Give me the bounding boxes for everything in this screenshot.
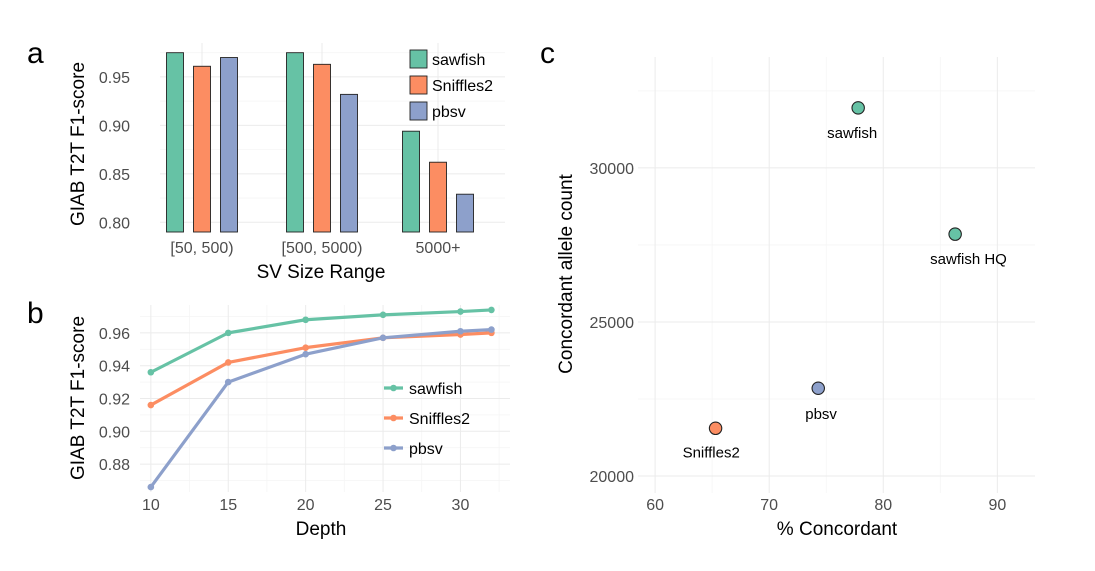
x-tick-label: 25 xyxy=(374,497,392,514)
y-tick-label: 0.80 xyxy=(99,215,130,232)
point-Sniffles2 xyxy=(147,401,155,409)
x-tick-label: 70 xyxy=(760,497,778,514)
point-sawfish xyxy=(851,101,865,115)
x-tick-label: 10 xyxy=(142,497,160,514)
y-tick-label: 25000 xyxy=(590,315,635,332)
bar-sawfish-0 xyxy=(166,52,184,233)
x-axis-title: SV Size Range xyxy=(257,262,386,283)
point-Sniffles2 xyxy=(708,421,723,436)
bar-pbsv-0 xyxy=(220,57,238,233)
point-Sniffles2 xyxy=(224,359,232,366)
point-pbsv xyxy=(811,381,825,395)
legend-label-pbsv: pbsv xyxy=(409,441,443,458)
point-sawfish xyxy=(224,329,232,337)
legend-label-Sniffles2: Sniffles2 xyxy=(432,78,493,95)
x-axis-title: Depth xyxy=(296,519,347,540)
y-tick-label: 0.95 xyxy=(99,70,130,87)
panel-label-c: c xyxy=(540,37,555,70)
point-pbsv xyxy=(488,326,495,333)
legend-key-point-Sniffles2 xyxy=(390,414,397,422)
legend-key-point-pbsv xyxy=(390,444,397,452)
point-pbsv xyxy=(224,378,232,386)
bar-pbsv-1 xyxy=(340,93,358,233)
legend-label-sawfish: sawfish xyxy=(409,381,462,398)
bar-Sniffles2-1 xyxy=(313,63,331,233)
x-tick-label: 80 xyxy=(874,497,892,514)
y-axis-title: GIAB T2T F1-score xyxy=(68,316,89,480)
x-tick-label: 20 xyxy=(297,497,315,514)
y-tick-label: 0.96 xyxy=(99,326,130,343)
point-sawfish xyxy=(379,311,387,319)
point-pbsv xyxy=(302,350,309,358)
legend-label-pbsv: pbsv xyxy=(432,104,466,121)
y-tick-label: 0.88 xyxy=(99,457,130,474)
y-axis-title: GIAB T2T F1-score xyxy=(68,62,89,226)
x-tick-label: [50, 500) xyxy=(170,240,233,257)
bar-pbsv-2 xyxy=(456,193,474,233)
x-tick-label: 5000+ xyxy=(416,240,461,257)
bar-Sniffles2-0 xyxy=(193,65,211,233)
point-sawfish xyxy=(147,368,155,376)
point-label: sawfish HQ xyxy=(930,251,1007,268)
y-tick-label: 20000 xyxy=(590,469,635,486)
y-tick-label: 0.92 xyxy=(99,392,130,409)
point-label: sawfish xyxy=(827,125,877,142)
legend-swatch-sawfish xyxy=(409,49,428,69)
line-Sniffles2 xyxy=(150,331,492,407)
bar-chart-sv-size: 0.80 0.85 0.90 0.95 [50, 500) [500, 5000) 5000… xyxy=(68,43,505,283)
line-sawfish xyxy=(150,308,492,374)
point-sawfish xyxy=(488,306,495,314)
y-tick-label: 0.94 xyxy=(99,359,130,376)
legend-swatch-pbsv xyxy=(409,101,428,121)
x-tick-label: 60 xyxy=(646,497,664,514)
bar-sawfish-2 xyxy=(402,130,420,233)
legend-key-point-sawfish xyxy=(390,384,397,392)
y-axis-title: Concordant allele count xyxy=(556,173,577,373)
legend-label-sawfish: sawfish xyxy=(432,52,485,69)
line-pbsv xyxy=(149,328,492,489)
x-axis-title: % Concordant xyxy=(777,519,898,540)
y-tick-label: 30000 xyxy=(590,161,635,178)
point-sawfish xyxy=(302,316,309,324)
point-sawfish-HQ xyxy=(948,227,962,241)
legend-label-Sniffles2: Sniffles2 xyxy=(409,411,470,428)
panel-label-a: a xyxy=(27,37,44,70)
scatter-chart-concordance: 60 70 80 90 20000 25000 30000 sawfish sawfish HQ… xyxy=(556,57,1035,540)
x-tick-label: [500, 5000) xyxy=(282,240,363,257)
y-tick-label: 0.90 xyxy=(99,424,130,441)
point-pbsv xyxy=(457,327,464,335)
bar-Sniffles2-2 xyxy=(429,161,447,233)
legend-swatch-Sniffles2 xyxy=(409,75,428,95)
point-sawfish xyxy=(457,308,464,315)
x-tick-label: 15 xyxy=(219,497,237,514)
y-tick-label: 0.90 xyxy=(99,118,130,135)
point-pbsv xyxy=(147,483,155,491)
x-tick-label: 90 xyxy=(988,497,1006,514)
line-chart-depth: 10 15 20 25 30 0.88 0.90 0.92 0.94 0.96 Depth GIAB … xyxy=(68,305,510,540)
point-label: pbsv xyxy=(805,406,837,423)
bar-sawfish-1 xyxy=(286,52,304,233)
point-pbsv xyxy=(379,334,387,342)
y-tick-label: 0.85 xyxy=(99,167,130,184)
point-label: Sniffles2 xyxy=(683,444,740,461)
panel-label-b: b xyxy=(27,297,44,330)
point-Sniffles2 xyxy=(302,344,309,351)
x-tick-label: 30 xyxy=(452,497,470,514)
